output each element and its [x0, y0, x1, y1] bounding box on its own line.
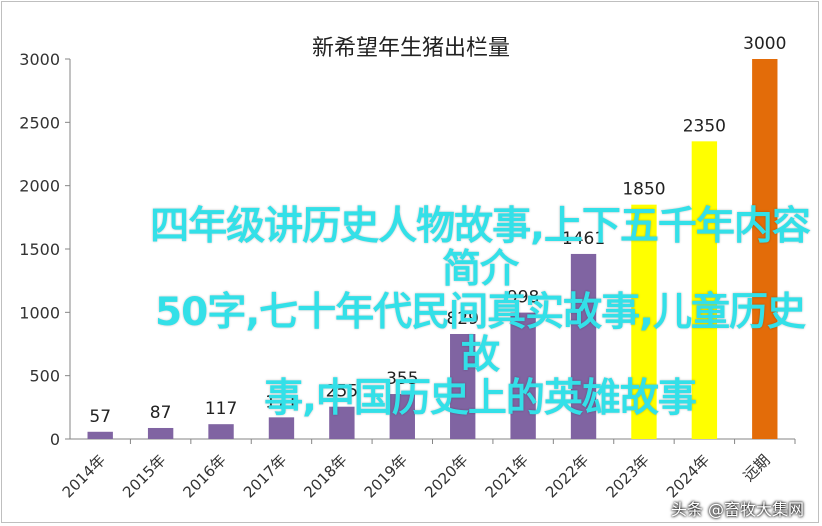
- data-label: 255: [326, 382, 358, 402]
- bar: [268, 417, 295, 439]
- x-tick-label: 2014年: [59, 451, 109, 501]
- y-tick-label: 2500: [19, 113, 60, 132]
- overlay-caption: 四年级讲历史人物故事,上下五千年内容简介 50字,七十年代民间真实故事,儿童历史…: [150, 204, 811, 421]
- bar: [570, 253, 597, 439]
- data-label: 1461: [562, 229, 605, 249]
- watermark: 头条 @畜牧大集网: [670, 500, 804, 519]
- overlay-line: 50字,七十年代民间真实故事,儿童历史故: [155, 290, 806, 378]
- x-tick-label: 2023年: [602, 451, 652, 501]
- x-tick-label: 2018年: [300, 451, 350, 501]
- y-tick-label: 3000: [19, 50, 60, 69]
- bar: [87, 431, 113, 439]
- y-tick-label: 1500: [19, 240, 60, 259]
- bar: [450, 333, 476, 439]
- bar: [147, 427, 174, 439]
- x-tick-label: 2017年: [240, 451, 290, 501]
- data-label: 829: [446, 309, 478, 329]
- data-label: 998: [507, 288, 539, 308]
- data-label: 171: [265, 392, 297, 412]
- data-label: 2350: [683, 116, 726, 136]
- data-label: 3000: [743, 34, 786, 54]
- data-label: 87: [150, 403, 172, 423]
- bar: [691, 141, 718, 440]
- bar: [389, 394, 415, 439]
- x-tick-label: 2016年: [180, 451, 230, 501]
- overlay-line: 四年级讲历史人物故事,上下五千年内容简介: [150, 204, 811, 292]
- data-label: 1850: [622, 180, 665, 200]
- data-label: 117: [205, 399, 237, 419]
- x-tick-label: 2021年: [482, 451, 532, 501]
- x-tick-label: 2015年: [119, 451, 169, 501]
- x-tick-label: 2019年: [361, 451, 411, 501]
- chart-title: 新希望年生猪出栏量: [311, 36, 510, 61]
- x-tick-label: 2024年: [663, 451, 713, 501]
- bar: [752, 59, 778, 439]
- y-tick-label: 0: [50, 430, 60, 449]
- x-tick-label: 2022年: [542, 451, 592, 501]
- y-tick-label: 2000: [19, 177, 60, 196]
- bar: [329, 406, 355, 439]
- x-tick-label: 2020年: [421, 451, 471, 501]
- bar: [631, 204, 657, 439]
- data-label: 57: [89, 407, 111, 427]
- x-tick-label: 远期: [740, 451, 774, 485]
- y-tick-label: 1000: [19, 303, 60, 322]
- bar: [208, 424, 234, 439]
- overlay-line: 事,中国历史上的英雄故事: [264, 376, 697, 421]
- data-label: 355: [386, 369, 418, 389]
- y-tick-label: 500: [29, 367, 60, 386]
- bar: [510, 312, 536, 439]
